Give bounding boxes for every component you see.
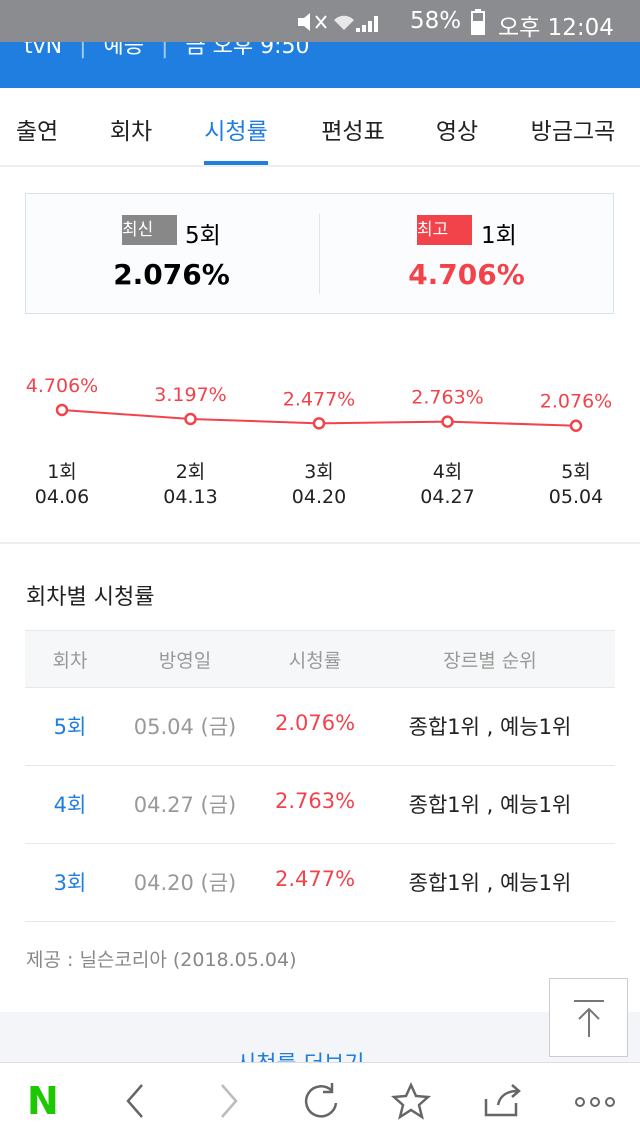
best-rating: 4.706%: [408, 258, 525, 291]
header-cell: 시청률: [288, 650, 342, 672]
latest-episode: 5회: [185, 223, 221, 249]
tab[interactable]: 출연: [15, 119, 59, 145]
cell: 종합1위 , 예능1위: [408, 871, 572, 895]
value-label: 2.763%: [411, 387, 483, 409]
table-row: 5회 05.04 (금) 2.076% 종합1위 , 예능1위: [25, 688, 615, 766]
x-tick-label: 2회: [176, 461, 206, 483]
tab-bar: 출연 회차 시청률 편성표 영상 방금그곡: [0, 88, 640, 167]
point: [569, 419, 583, 432]
header-cell: 회차: [52, 650, 88, 672]
cell: 05.04 (금): [133, 715, 237, 739]
table-title: 회차별 시청률: [26, 585, 155, 610]
tab[interactable]: 방금그곡: [530, 119, 616, 145]
clock: 오후 12:04: [498, 15, 614, 41]
value-label: 2.076%: [540, 391, 612, 413]
date-label: 04.06: [35, 486, 89, 508]
point: [441, 415, 454, 428]
episode-link[interactable]: 3회: [53, 871, 87, 895]
value-label: 4.706%: [26, 375, 98, 397]
rating-chart: 4.706% 1회 04.06 3.197% 2회 04.13 2.477% 3회 04.20 2…: [26, 375, 612, 508]
header-cell: 장르별 순위: [443, 650, 537, 672]
x-tick-label: 3회: [304, 461, 334, 483]
x-tick-label: 4회: [433, 461, 463, 483]
date-label: 05.04: [549, 486, 603, 508]
tab[interactable]: 시청률: [204, 119, 268, 145]
status-icons: [298, 13, 378, 32]
tab[interactable]: 회차: [109, 119, 153, 145]
date-label: 04.13: [163, 486, 217, 508]
point: [55, 403, 69, 417]
x-tick-label: 1회: [47, 461, 77, 483]
rating-table: 회차 방영일 시청률 장르별 순위 5회 05.04 (금) 2.076% 종합1위 , 예능…: [25, 630, 615, 922]
tab-indicator: [204, 161, 268, 165]
cell: 2.763%: [274, 789, 356, 813]
naver-logo[interactable]: N: [27, 1079, 59, 1123]
cell: 2.076%: [274, 711, 356, 735]
header-cell: 방영일: [158, 650, 212, 672]
cell: 2.477%: [274, 867, 356, 891]
episode-link[interactable]: 4회: [53, 793, 87, 817]
value-label: 3.197%: [154, 384, 226, 406]
source: 제공 : 닐슨코리아 (2018.05.04): [26, 949, 297, 971]
bottom-nav: N: [0, 1062, 640, 1137]
latest-badge: 최신: [122, 215, 177, 245]
cell: 04.20 (금): [133, 871, 237, 895]
divider: [0, 542, 640, 544]
latest-rating: 2.076%: [113, 258, 230, 291]
status-bar: 58% 오후 12:04: [0, 0, 640, 42]
point: [312, 417, 326, 430]
tab[interactable]: 영상: [435, 119, 479, 145]
point: [184, 412, 197, 426]
episode-link[interactable]: 5회: [53, 715, 87, 739]
value-label: 2.477%: [283, 388, 355, 410]
scroll-top-button[interactable]: [549, 978, 628, 1057]
table-row: 3회 04.20 (금) 2.477% 종합1위 , 예능1위: [25, 844, 615, 922]
date-label: 04.20: [292, 486, 346, 508]
best-episode: 1회: [481, 223, 517, 249]
date-label: 04.27: [420, 486, 474, 508]
table-header: 회차 방영일 시청률 장르별 순위: [25, 630, 615, 688]
x-tick-label: 5회: [561, 461, 591, 483]
battery-icon: [471, 9, 485, 35]
nav-icons: [126, 1081, 615, 1120]
table-row: 4회 04.27 (금) 2.763% 종합1위 , 예능1위: [25, 766, 615, 844]
tab[interactable]: 편성표: [321, 119, 385, 145]
summary-box: [25, 193, 614, 314]
best-badge: 최고: [417, 215, 472, 245]
battery: 58%: [410, 8, 462, 34]
cell: 종합1위 , 예능1위: [408, 715, 572, 739]
cell: 04.27 (금): [133, 793, 237, 817]
cell: 종합1위 , 예능1위: [408, 793, 572, 817]
